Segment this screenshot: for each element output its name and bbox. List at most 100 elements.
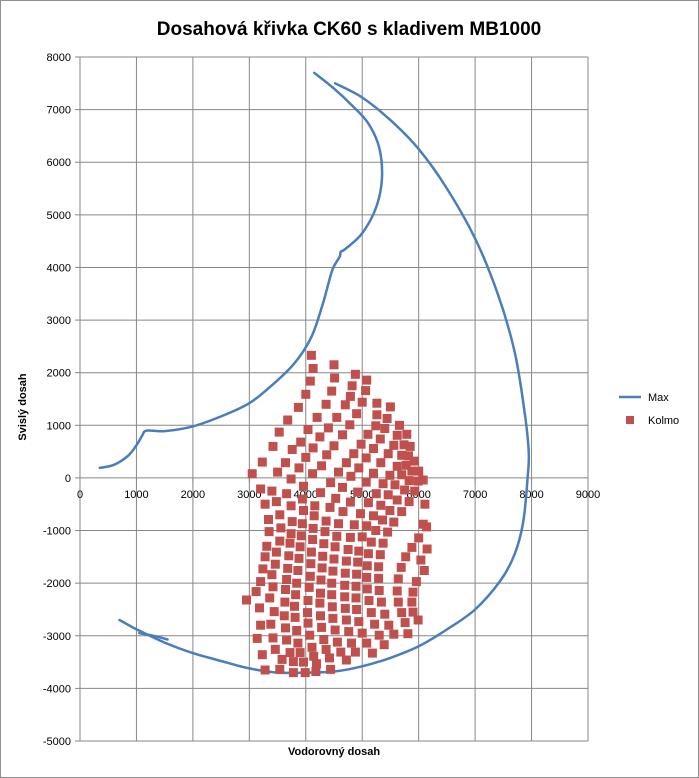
kolmo-point [411, 577, 421, 587]
legend-kolmo-swatch [626, 416, 634, 424]
kolmo-point [266, 619, 276, 629]
y-tick-label: 5000 [47, 210, 71, 222]
kolmo-point [389, 440, 399, 450]
max-line-segment [118, 82, 531, 675]
kolmo-point [255, 603, 264, 613]
kolmo-point [389, 517, 399, 527]
kolmo-point [357, 532, 367, 542]
kolmo-point [329, 360, 339, 370]
series-max-lines [98, 71, 531, 675]
kolmo-point [385, 470, 395, 480]
kolmo-point [320, 527, 330, 537]
kolmo-point [326, 664, 336, 674]
kolmo-point [395, 420, 404, 430]
legend: Max Kolmo [619, 392, 679, 427]
kolmo-point [371, 489, 381, 499]
kolmo-point [281, 623, 290, 633]
y-tick-label: 3000 [47, 315, 71, 327]
kolmo-point [273, 467, 283, 477]
kolmo-point [256, 484, 266, 494]
kolmo-point [362, 521, 372, 531]
kolmo-point [372, 410, 382, 420]
kolmo-point [260, 665, 270, 675]
kolmo-point [319, 539, 329, 549]
kolmo-point [374, 586, 384, 595]
kolmo-point [356, 439, 366, 449]
kolmo-point [404, 497, 414, 507]
kolmo-point [378, 479, 388, 489]
kolmo-point [312, 412, 322, 422]
max-line-segment [138, 631, 169, 641]
kolmo-point [414, 533, 424, 543]
kolmo-point [357, 628, 367, 638]
kolmo-point [307, 642, 317, 652]
kolmo-point [283, 415, 293, 425]
kolmo-point [384, 620, 394, 630]
kolmo-point [305, 376, 315, 386]
kolmo-point [378, 538, 388, 548]
kolmo-point [404, 476, 414, 486]
kolmo-point [401, 460, 411, 470]
kolmo-point [399, 440, 409, 450]
kolmo-point [338, 507, 348, 517]
kolmo-point [260, 552, 270, 562]
kolmo-point [352, 409, 362, 419]
kolmo-point [336, 647, 346, 657]
kolmo-point [380, 424, 390, 433]
kolmo-point [268, 582, 278, 592]
kolmo-point [284, 551, 294, 561]
kolmo-point [257, 650, 267, 660]
kolmo-point [404, 451, 413, 461]
kolmo-point [283, 563, 293, 573]
kolmo-point [397, 450, 407, 460]
kolmo-point [353, 487, 363, 497]
kolmo-point [317, 563, 327, 573]
kolmo-point [340, 592, 350, 602]
kolmo-point [299, 506, 308, 515]
kolmo-point [363, 549, 373, 559]
kolmo-point [351, 593, 361, 603]
kolmo-point [295, 648, 305, 658]
kolmo-point [269, 607, 279, 617]
kolmo-point [308, 364, 318, 373]
kolmo-point [363, 429, 373, 439]
kolmo-point [343, 545, 353, 554]
kolmo-point [308, 523, 318, 533]
kolmo-point [400, 618, 410, 628]
kolmo-point [401, 552, 411, 562]
kolmo-point [286, 529, 296, 539]
kolmo-point [256, 620, 266, 630]
kolmo-point [393, 574, 403, 584]
kolmo-point [413, 476, 423, 486]
kolmo-point [375, 550, 385, 560]
kolmo-point [361, 477, 371, 487]
kolmo-point [330, 542, 340, 552]
kolmo-point [422, 522, 432, 532]
kolmo-point [340, 580, 350, 590]
kolmo-point [315, 432, 325, 442]
kolmo-point [294, 463, 304, 473]
kolmo-point [268, 633, 278, 643]
kolmo-point [260, 499, 270, 509]
kolmo-point [329, 441, 339, 451]
y-tick-label: 6000 [47, 157, 71, 169]
kolmo-point [340, 603, 350, 613]
kolmo-point [371, 526, 381, 535]
x-tick-label: 0 [77, 489, 83, 501]
kolmo-point [286, 474, 296, 484]
x-tick-label: 9000 [576, 489, 600, 501]
kolmo-point [354, 546, 364, 556]
kolmo-point [295, 542, 305, 552]
kolmo-point [306, 559, 316, 569]
kolmo-point [349, 449, 359, 459]
kolmo-point [378, 515, 387, 525]
kolmo-point [356, 509, 365, 519]
kolmo-point [362, 572, 372, 582]
kolmo-point [262, 541, 272, 551]
kolmo-point [312, 659, 321, 669]
kolmo-point [271, 497, 281, 507]
kolmo-point [303, 425, 313, 434]
y-tick-label: 2000 [47, 368, 71, 380]
kolmo-point [317, 461, 327, 471]
